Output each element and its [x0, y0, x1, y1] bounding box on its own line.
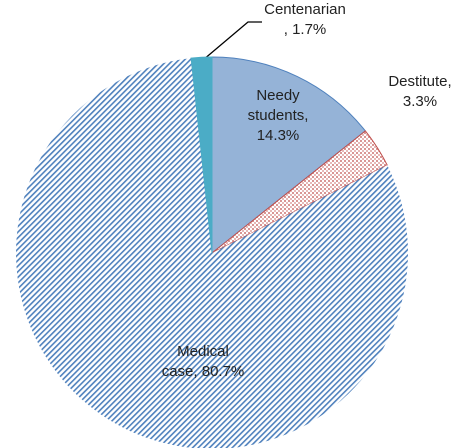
- pie-slice: [16, 58, 408, 448]
- data-label: Medical case, 80.7%: [162, 343, 245, 380]
- data-label: Destitute, 3.3%: [388, 73, 451, 110]
- data-label: Needy students, 14.3%: [248, 87, 309, 144]
- pie-slice: [211, 56, 367, 255]
- data-label: Centenarian, 1.7%: [264, 1, 346, 38]
- leader-line: [202, 21, 262, 61]
- pie-slice: [190, 56, 213, 254]
- pie-slice: [211, 130, 388, 254]
